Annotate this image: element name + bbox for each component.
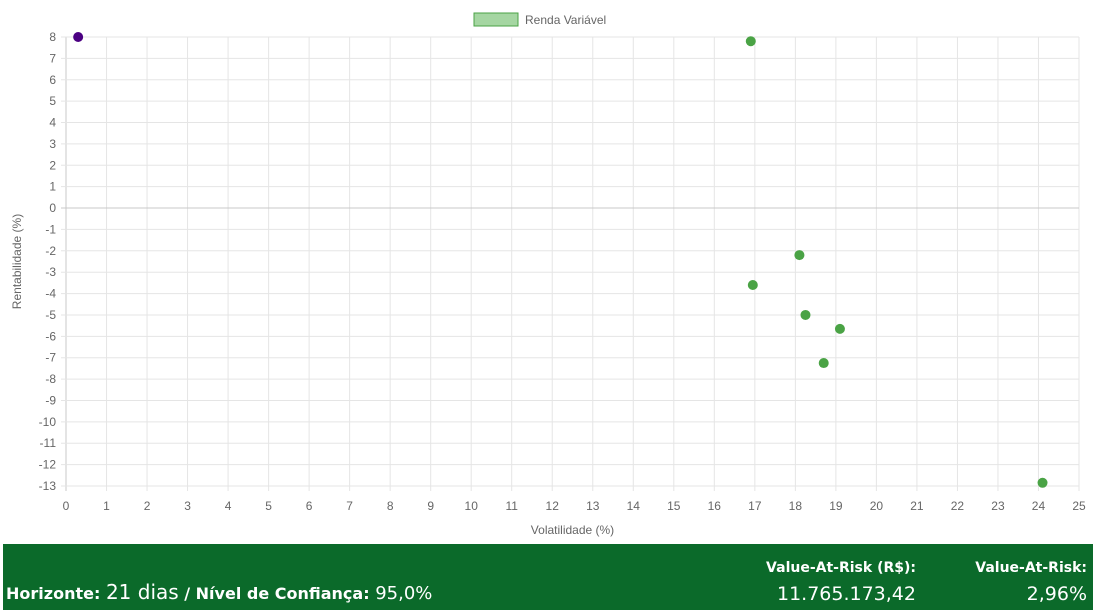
y-tick-label: -6 bbox=[45, 329, 56, 343]
data-point[interactable] bbox=[794, 250, 805, 261]
data-point[interactable] bbox=[800, 309, 811, 320]
x-tick-label: 21 bbox=[910, 499, 924, 513]
scatter-chart: 0 1 2 3 4 5 6 7 8 9 10 11 12 13 14 15 16 17 18 19 20 21 22 23 24… bbox=[10, 12, 1086, 537]
y-tick-label: 5 bbox=[49, 94, 56, 108]
data-point[interactable] bbox=[1037, 477, 1048, 488]
y-tick-label: 6 bbox=[49, 73, 56, 87]
x-tick-label: 8 bbox=[387, 499, 394, 513]
var-rs-label: Value-At-Risk (R$): bbox=[766, 560, 916, 576]
x-tick-label: 23 bbox=[991, 499, 1005, 513]
var-rs-value: 11.765.173,42 bbox=[776, 583, 916, 605]
legend[interactable]: Renda Variável bbox=[473, 12, 606, 27]
y-tick-label: -8 bbox=[45, 372, 56, 386]
x-tick-label: 20 bbox=[870, 499, 884, 513]
x-tick-label: 15 bbox=[667, 499, 681, 513]
data-point[interactable] bbox=[834, 323, 845, 334]
y-tick-label: -9 bbox=[45, 393, 56, 407]
confidence-value: 95,0% bbox=[375, 583, 433, 604]
y-tick-label: -13 bbox=[39, 479, 57, 493]
y-tick-label: 1 bbox=[49, 180, 56, 194]
x-tick-label: 6 bbox=[306, 499, 313, 513]
x-tick-label: 10 bbox=[465, 499, 479, 513]
x-tick-label: 18 bbox=[789, 499, 803, 513]
x-tick-label: 25 bbox=[1072, 499, 1086, 513]
legend-label[interactable]: Renda Variável bbox=[525, 13, 606, 27]
x-tick-label: 0 bbox=[63, 499, 70, 513]
y-tick-label: 3 bbox=[49, 137, 56, 151]
x-tick-label: 4 bbox=[225, 499, 232, 513]
axes: 0 1 2 3 4 5 6 7 8 9 10 11 12 13 14 15 16 17 18 19 20 21 22 23 24… bbox=[39, 30, 1086, 513]
y-tick-label: -12 bbox=[39, 458, 57, 472]
var-pct-value: 2,96% bbox=[1026, 583, 1087, 605]
data-point[interactable] bbox=[818, 358, 829, 369]
x-tick-label: 24 bbox=[1032, 499, 1046, 513]
y-axis-title: Rentabilidade (%) bbox=[10, 214, 24, 309]
x-tick-label: 19 bbox=[829, 499, 843, 513]
data-point[interactable] bbox=[747, 280, 758, 291]
horizon-value: 21 dias bbox=[105, 580, 179, 604]
var-pct-label: Value-At-Risk: bbox=[975, 560, 1087, 576]
x-tick-label: 12 bbox=[546, 499, 560, 513]
x-axis-title: Volatilidade (%) bbox=[531, 523, 614, 537]
x-tick-label: 22 bbox=[951, 499, 965, 513]
y-tick-label: 8 bbox=[49, 30, 56, 44]
y-tick-label: -11 bbox=[40, 436, 57, 450]
y-tick-label: 2 bbox=[49, 158, 56, 172]
data-point[interactable] bbox=[745, 36, 756, 47]
x-tick-label: 11 bbox=[505, 499, 518, 513]
y-tick-label: 0 bbox=[49, 201, 56, 215]
chart-svg: 0 1 2 3 4 5 6 7 8 9 10 11 12 13 14 15 16 17 18 19 20 21 22 23 24… bbox=[10, 12, 1086, 537]
y-tick-label: -10 bbox=[39, 415, 57, 429]
x-tick-label: 3 bbox=[184, 499, 191, 513]
x-tick-label: 16 bbox=[708, 499, 722, 513]
horizon-label: Horizonte: bbox=[6, 584, 101, 603]
data-points bbox=[73, 32, 1048, 488]
y-tick-label: -3 bbox=[45, 265, 56, 279]
highlight-point[interactable] bbox=[73, 32, 84, 42]
y-tick-label: -1 bbox=[45, 222, 56, 236]
risk-summary-bar: Horizonte: 21 dias / Nível de Confiança:… bbox=[3, 544, 1093, 610]
y-tick-label: -7 bbox=[45, 351, 56, 365]
y-tick-label: 7 bbox=[49, 51, 56, 65]
x-tick-label: 1 bbox=[103, 499, 110, 513]
x-tick-label: 14 bbox=[627, 499, 641, 513]
y-tick-label: -5 bbox=[45, 308, 56, 322]
x-tick-label: 7 bbox=[346, 499, 353, 513]
legend-swatch[interactable] bbox=[473, 12, 519, 27]
y-tick-label: -2 bbox=[45, 244, 56, 258]
x-tick-label: 2 bbox=[144, 499, 151, 513]
x-tick-label: 17 bbox=[748, 499, 762, 513]
x-tick-label: 13 bbox=[586, 499, 600, 513]
grid bbox=[61, 36, 1080, 491]
y-tick-label: -4 bbox=[45, 287, 56, 301]
y-tick-label: 4 bbox=[49, 116, 56, 130]
horizon-info: Horizonte: 21 dias / Nível de Confiança:… bbox=[6, 580, 432, 604]
x-tick-label: 5 bbox=[265, 499, 272, 513]
x-tick-label: 9 bbox=[427, 499, 434, 513]
confidence-label: / Nível de Confiança: bbox=[184, 584, 370, 603]
